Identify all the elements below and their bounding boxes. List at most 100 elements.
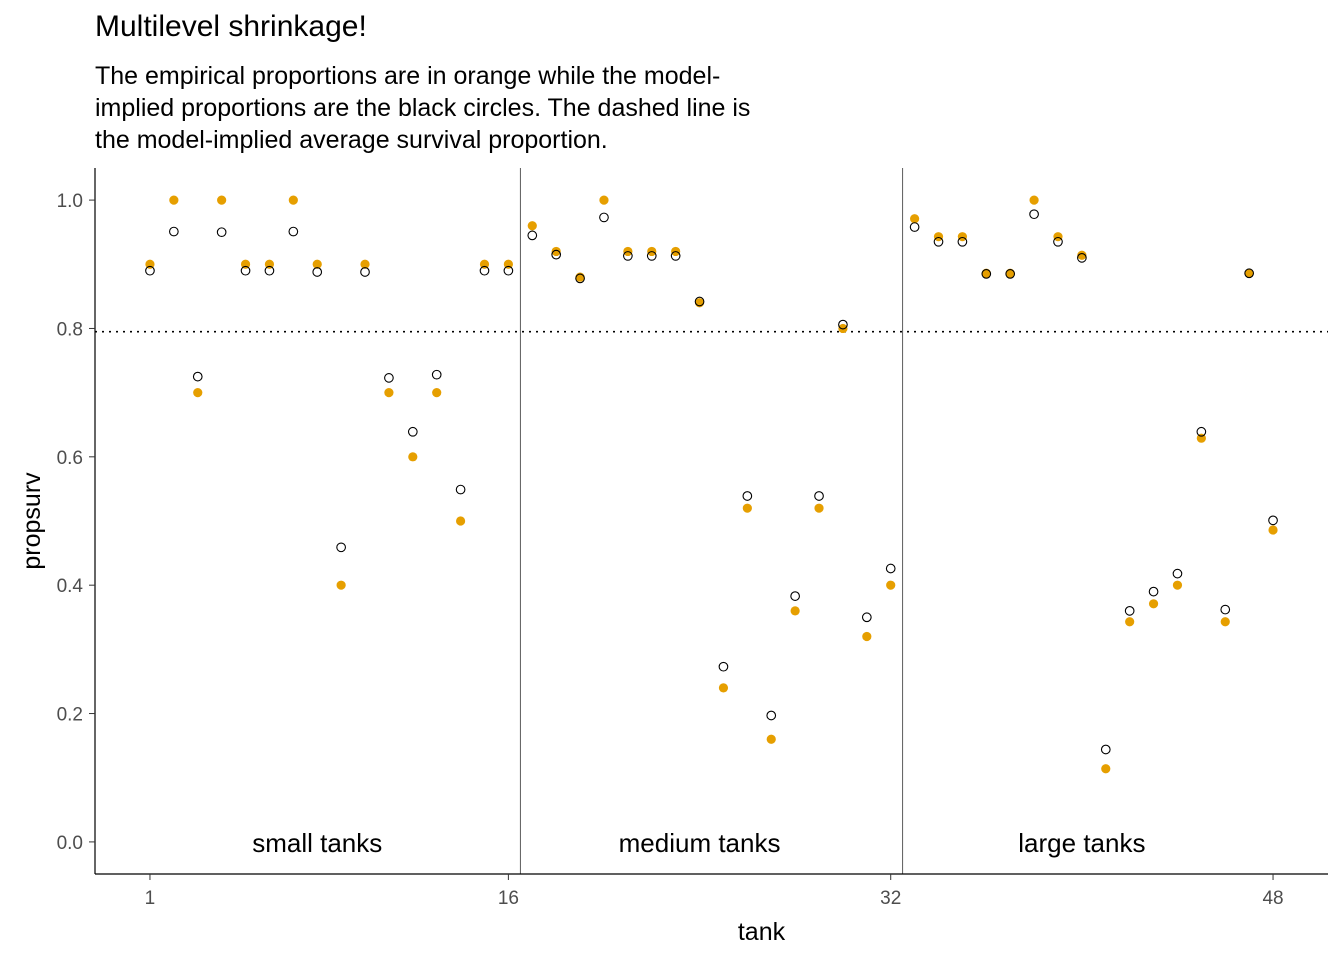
model-point — [575, 273, 585, 284]
empirical-point — [1101, 764, 1111, 774]
model-point — [694, 296, 705, 307]
model-point — [384, 373, 394, 383]
empirical-point — [1148, 599, 1159, 609]
model-point — [1244, 268, 1254, 279]
model-point — [1196, 426, 1207, 437]
model-point — [1148, 586, 1159, 597]
model-point — [742, 491, 753, 501]
empirical-point — [527, 221, 537, 231]
empirical-point — [766, 734, 776, 744]
model-point — [1029, 209, 1039, 220]
model-point — [646, 251, 657, 261]
empirical-point — [1172, 580, 1183, 590]
model-point — [909, 222, 920, 232]
subtitle-line: The empirical proportions are in orange … — [95, 62, 721, 90]
model-point — [527, 230, 538, 241]
model-point — [766, 710, 777, 721]
x-tick-label: 1 — [145, 888, 156, 909]
empirical-point — [312, 259, 322, 269]
subtitle-line: implied proportions are the black circle… — [95, 94, 751, 122]
chart-subtitle: The empirical proportions are in orange … — [95, 60, 750, 156]
model-point — [431, 369, 442, 380]
empirical-point — [217, 195, 227, 205]
empirical-point — [718, 683, 729, 693]
model-point — [360, 267, 370, 277]
model-point — [264, 265, 275, 276]
x-tick-label: 48 — [1262, 888, 1283, 909]
model-point — [1077, 253, 1087, 263]
empirical-point — [1268, 525, 1278, 535]
model-point — [1268, 515, 1278, 526]
subtitle-line: the model-implied average survival propo… — [95, 126, 608, 154]
model-point — [479, 265, 490, 276]
empirical-point — [384, 388, 394, 398]
empirical-point — [862, 631, 872, 642]
model-point — [216, 227, 227, 238]
model-point — [1124, 606, 1135, 616]
empirical-point — [933, 232, 944, 242]
model-point — [1053, 236, 1063, 247]
x-tick-label: 32 — [880, 888, 901, 909]
empirical-point — [408, 452, 418, 462]
model-point — [407, 426, 418, 437]
y-tick-label: 0.6 — [57, 448, 83, 469]
model-point — [1005, 269, 1016, 279]
model-point — [885, 563, 896, 574]
model-point — [933, 236, 944, 247]
empirical-point — [336, 580, 346, 590]
model-point — [503, 265, 514, 276]
model-point — [981, 269, 992, 279]
model-point — [288, 226, 299, 237]
empirical-point — [1077, 250, 1087, 260]
empirical-point — [1053, 232, 1063, 242]
y-tick-label: 0.2 — [57, 705, 83, 726]
empirical-point — [455, 516, 466, 526]
model-point — [336, 542, 346, 553]
empirical-point — [981, 268, 991, 278]
panel-label: large tanks — [1018, 828, 1145, 858]
empirical-point — [742, 503, 752, 513]
model-point — [814, 491, 824, 501]
y-tick-label: 0.4 — [57, 576, 84, 597]
model-point — [623, 251, 633, 261]
empirical-point — [1244, 268, 1254, 278]
x-axis-title: tank — [738, 918, 786, 946]
model-point — [1100, 744, 1111, 755]
empirical-point — [1029, 195, 1039, 205]
empirical-point — [288, 195, 298, 205]
empirical-point — [551, 246, 561, 257]
model-point — [861, 612, 872, 623]
model-point — [312, 267, 323, 277]
model-point — [957, 236, 968, 247]
empirical-point — [1125, 617, 1135, 627]
model-point — [192, 371, 203, 382]
empirical-point — [814, 503, 824, 513]
model-point — [455, 484, 466, 495]
model-point — [145, 265, 155, 276]
model-point — [838, 319, 848, 330]
model-point — [169, 226, 179, 237]
empirical-point — [169, 195, 179, 205]
empirical-point — [957, 232, 968, 242]
empirical-point — [1220, 617, 1230, 627]
empirical-point — [910, 214, 920, 224]
model-point — [240, 265, 251, 276]
model-point — [599, 212, 609, 223]
empirical-point — [790, 606, 800, 616]
model-point — [1172, 568, 1183, 579]
model-point — [551, 249, 562, 260]
empirical-point — [886, 580, 896, 590]
empirical-point — [360, 259, 370, 269]
model-point — [1220, 604, 1231, 615]
x-tick-label: 16 — [498, 888, 519, 909]
model-point — [670, 251, 681, 261]
y-tick-label: 0.0 — [57, 833, 83, 854]
chart-title: Multilevel shrinkage! — [95, 10, 367, 43]
y-tick-label: 1.0 — [57, 191, 83, 212]
model-point — [718, 661, 729, 672]
model-point — [790, 591, 800, 601]
empirical-point — [599, 195, 609, 205]
empirical-point — [432, 388, 442, 398]
panel-label: small tanks — [252, 828, 382, 858]
